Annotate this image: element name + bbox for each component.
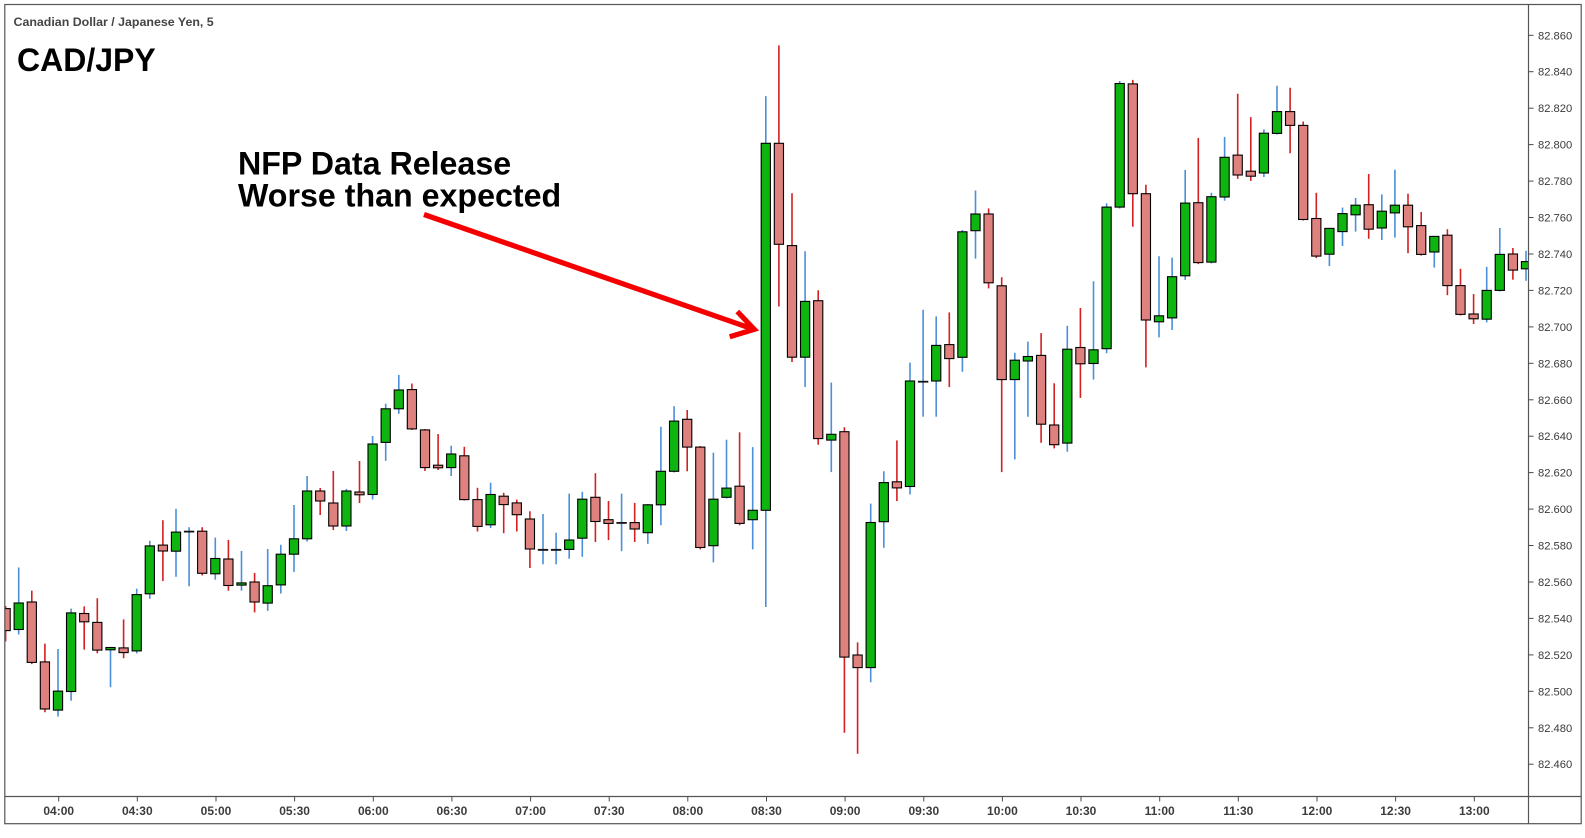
svg-text:11:30: 11:30 — [1223, 804, 1253, 818]
svg-text:07:00: 07:00 — [515, 804, 546, 818]
svg-text:05:00: 05:00 — [201, 804, 232, 818]
svg-text:82.840: 82.840 — [1538, 67, 1572, 79]
svg-text:82.740: 82.740 — [1538, 249, 1572, 261]
svg-text:82.580: 82.580 — [1538, 541, 1572, 553]
svg-text:82.720: 82.720 — [1538, 285, 1572, 297]
svg-text:11:00: 11:00 — [1145, 804, 1175, 818]
svg-text:07:30: 07:30 — [594, 804, 625, 818]
svg-text:82.620: 82.620 — [1538, 468, 1572, 480]
svg-text:04:00: 04:00 — [43, 804, 74, 818]
svg-text:CAD/JPY: CAD/JPY — [17, 42, 156, 78]
svg-text:09:00: 09:00 — [830, 804, 861, 818]
svg-text:NFP Data Release: NFP Data Release — [238, 146, 511, 182]
svg-text:82.860: 82.860 — [1538, 30, 1572, 42]
svg-text:82.760: 82.760 — [1538, 213, 1572, 225]
svg-text:82.640: 82.640 — [1538, 431, 1572, 443]
svg-text:09:30: 09:30 — [908, 804, 939, 818]
svg-text:10:00: 10:00 — [987, 804, 1018, 818]
svg-text:06:00: 06:00 — [358, 804, 389, 818]
svg-text:82.500: 82.500 — [1538, 686, 1572, 698]
svg-text:82.820: 82.820 — [1538, 103, 1572, 115]
svg-text:82.700: 82.700 — [1538, 322, 1572, 334]
svg-text:82.600: 82.600 — [1538, 504, 1572, 516]
svg-text:12:00: 12:00 — [1302, 804, 1333, 818]
svg-text:04:30: 04:30 — [122, 804, 153, 818]
svg-text:82.540: 82.540 — [1538, 613, 1572, 625]
svg-text:82.480: 82.480 — [1538, 723, 1572, 735]
svg-text:05:30: 05:30 — [279, 804, 310, 818]
svg-text:82.780: 82.780 — [1538, 176, 1572, 188]
svg-text:82.660: 82.660 — [1538, 395, 1572, 407]
svg-text:82.460: 82.460 — [1538, 759, 1572, 771]
svg-text:08:00: 08:00 — [672, 804, 703, 818]
svg-text:13:00: 13:00 — [1459, 804, 1490, 818]
svg-text:82.560: 82.560 — [1538, 577, 1572, 589]
svg-text:08:30: 08:30 — [751, 804, 782, 818]
svg-text:82.800: 82.800 — [1538, 140, 1572, 152]
svg-text:10:30: 10:30 — [1066, 804, 1097, 818]
svg-text:06:30: 06:30 — [437, 804, 468, 818]
svg-text:Canadian Dollar / Japanese Yen: Canadian Dollar / Japanese Yen, 5 — [14, 15, 214, 29]
svg-text:82.520: 82.520 — [1538, 650, 1572, 662]
svg-text:Worse than expected: Worse than expected — [238, 178, 561, 214]
svg-text:12:30: 12:30 — [1380, 804, 1411, 818]
svg-text:82.680: 82.680 — [1538, 358, 1572, 370]
